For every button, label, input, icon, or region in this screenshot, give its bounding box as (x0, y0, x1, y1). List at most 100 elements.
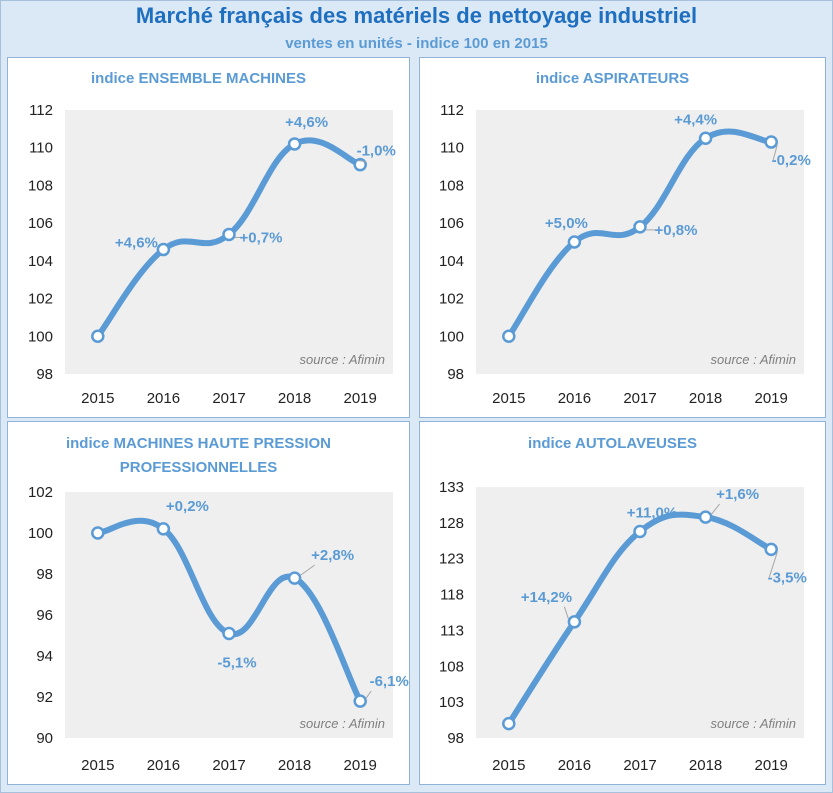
x-tick-label: 2017 (623, 390, 656, 407)
data-point (698, 510, 713, 524)
data-point (764, 135, 778, 149)
y-tick-label: 92 (36, 689, 53, 706)
y-tick-label: 102 (28, 291, 53, 308)
data-label: +11,0% (627, 504, 677, 521)
chart-title: indice ENSEMBLE MACHINES (91, 70, 306, 87)
data-label: +1,6% (716, 486, 759, 503)
main-title: Marché français des matériels de nettoya… (135, 3, 698, 28)
data-point (222, 227, 236, 242)
y-tick-label: 90 (36, 730, 53, 747)
y-tick-label: 112 (440, 102, 464, 119)
data-point (502, 716, 516, 731)
data-label: +0,7% (240, 229, 283, 246)
panel-aspirateurs: indice ASPIRATEURS 98 100 102 104 106 108 110 11… (419, 57, 826, 418)
y-tick-label: 110 (440, 140, 464, 157)
data-point (633, 524, 647, 539)
y-tick-label: 96 (36, 607, 53, 624)
data-point (353, 694, 367, 708)
y-tick-label: 98 (36, 366, 53, 383)
data-point (91, 526, 105, 540)
data-point (764, 542, 778, 557)
y-tick-label: 102 (28, 484, 53, 501)
chart-svg: indice ASPIRATEURS 98 100 102 104 106 108 110 11… (439, 70, 811, 407)
y-tick-label: 104 (28, 253, 53, 270)
x-tick-label: 2017 (212, 757, 245, 774)
data-label: +0,8% (655, 222, 698, 239)
x-tick-label: 2016 (558, 390, 591, 407)
y-tick-label: 133 (439, 479, 464, 496)
data-label: -0,2% (772, 152, 811, 169)
data-label: +0,2% (166, 498, 209, 515)
data-point (156, 522, 171, 536)
y-tick-label: 98 (36, 566, 53, 583)
x-tick-label: 2018 (278, 390, 311, 407)
y-tick-label: 98 (447, 730, 464, 747)
y-tick-label: 104 (439, 253, 464, 270)
data-label: +2,8% (311, 547, 354, 564)
data-label: +4,6% (285, 114, 328, 131)
label-leader-line (772, 144, 778, 161)
plot-area (476, 110, 804, 374)
x-tick-label: 2019 (344, 757, 377, 774)
data-label: -5,1% (217, 654, 256, 671)
data-point (567, 235, 582, 249)
label-leader-line (300, 564, 315, 576)
x-tick-label: 2017 (212, 390, 245, 407)
y-tick-label: 128 (439, 515, 464, 532)
y-tick-label: 100 (28, 525, 53, 542)
data-point (502, 329, 516, 344)
data-label: +14,2% (521, 589, 572, 606)
x-tick-label: 2017 (623, 757, 656, 774)
label-leader-line (365, 690, 372, 699)
data-label: -6,1% (370, 673, 409, 690)
x-tick-label: 2016 (147, 390, 180, 407)
chart-title: indice MACHINES HAUTE PRESSION (66, 435, 331, 452)
data-point (156, 242, 171, 257)
y-tick-label: 113 (440, 622, 464, 639)
source-note: source : Afimin (711, 716, 797, 731)
x-tick-label: 2019 (344, 390, 377, 407)
label-leader-line (358, 160, 367, 163)
source-note: source : Afimin (711, 352, 797, 367)
data-point (633, 220, 647, 234)
x-tick-label: 2015 (492, 390, 525, 407)
data-point (287, 137, 302, 151)
x-tick-label: 2016 (558, 757, 591, 774)
data-label: +4,6% (115, 235, 158, 252)
y-tick-label: 123 (439, 551, 464, 568)
y-tick-label: 112 (29, 102, 53, 119)
label-leader-line (711, 503, 720, 515)
y-tick-label: 110 (29, 140, 53, 157)
label-leader-line (563, 606, 569, 619)
label-leader-line (768, 552, 778, 578)
x-tick-label: 2016 (147, 757, 180, 774)
x-tick-label: 2015 (81, 757, 114, 774)
data-point (287, 571, 302, 585)
chart-title: indice ASPIRATEURS (536, 70, 689, 87)
y-tick-label: 103 (439, 694, 464, 711)
data-point (222, 626, 236, 641)
x-tick-label: 2015 (492, 757, 525, 774)
y-tick-label: 108 (439, 177, 464, 194)
data-label: -3,5% (768, 569, 807, 586)
series-line (505, 511, 775, 727)
x-tick-label: 2019 (755, 390, 788, 407)
data-label: -1,0% (357, 143, 396, 160)
chart-title: PROFESSIONNELLES (120, 459, 278, 476)
data-point (698, 131, 713, 146)
panel-ensemble-machines: indice ENSEMBLE MACHINES 98 100 102 104 106 10… (7, 57, 410, 418)
y-tick-label: 118 (440, 587, 464, 604)
x-tick-label: 2019 (755, 757, 788, 774)
main-subtitle: ventes en unités - indice 100 en 2015 (285, 35, 548, 52)
y-tick-label: 106 (439, 215, 464, 232)
x-tick-label: 2018 (689, 390, 722, 407)
y-tick-label: 108 (28, 177, 53, 194)
chart-svg: indice ENSEMBLE MACHINES 98 100 102 104 106 10… (28, 70, 396, 407)
y-tick-label: 102 (439, 291, 464, 308)
y-tick-label: 98 (447, 366, 464, 383)
data-label: +5,0% (545, 215, 588, 232)
source-note: source : Afimin (300, 716, 386, 731)
panel-autolaveuses: indice AUTOLAVEUSES 98 103 108 113 118 123 128 1… (419, 421, 826, 785)
chart-title: indice AUTOLAVEUSES (528, 435, 697, 452)
x-tick-label: 2018 (689, 757, 722, 774)
